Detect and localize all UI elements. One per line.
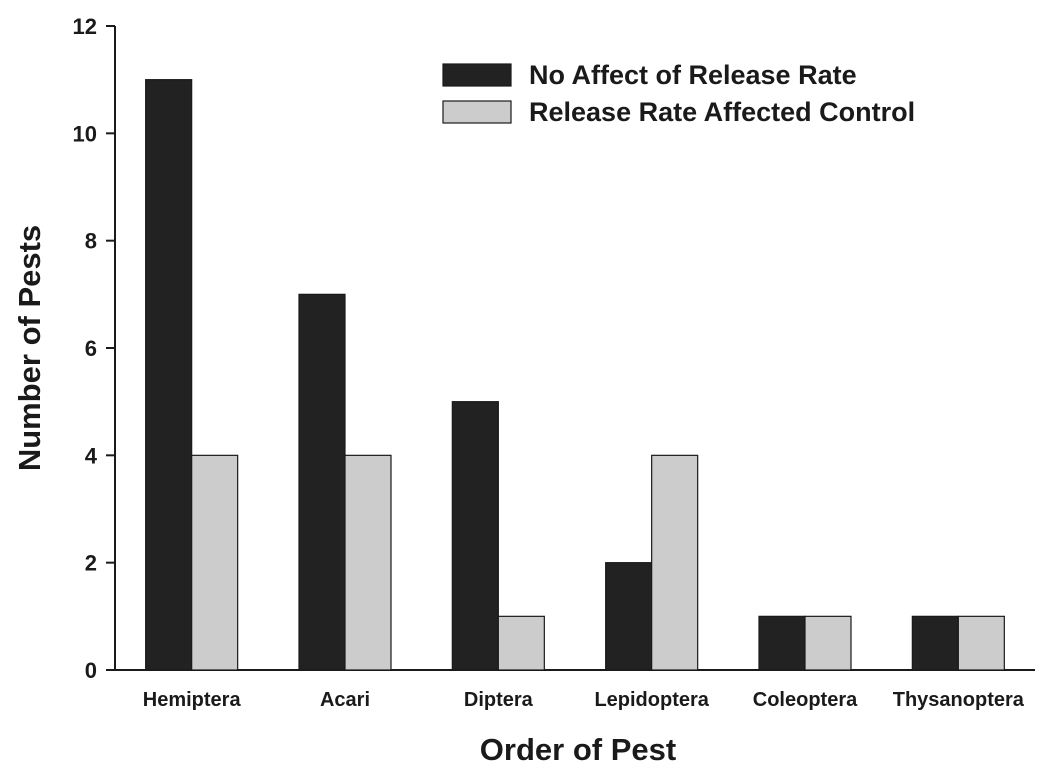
x-tick-label: Lepidoptera — [594, 689, 709, 711]
bar-diptera-series-1 — [451, 401, 499, 671]
y-axis-title: Number of Pests — [12, 225, 47, 471]
y-tick-label: 4 — [85, 443, 98, 468]
x-tick-label: Thysanoptera — [893, 689, 1025, 711]
bar-hemiptera-series-2 — [191, 454, 239, 671]
x-tick-label: Acari — [320, 689, 370, 711]
bar-diptera-series-2 — [497, 615, 545, 671]
bar-hemiptera-series-1 — [145, 79, 193, 671]
legend: No Affect of Release Rate Release Rate Af… — [442, 60, 915, 127]
legend-swatch-1 — [442, 63, 512, 87]
axes: 0 2 4 6 8 10 12 Hemiptera Acari Diptera Lepidopter… — [73, 14, 1035, 711]
bars — [145, 79, 1005, 671]
y-tick-label: 12 — [73, 14, 97, 39]
legend-label-1: No Affect of Release Rate — [529, 60, 857, 90]
x-axis-title: Order of Pest — [480, 732, 676, 764]
bar-lepidoptera-series-1 — [605, 562, 653, 671]
bar-coleoptera-series-2 — [804, 615, 852, 671]
bar-acari-series-2 — [344, 454, 392, 671]
bar-lepidoptera-series-2 — [651, 454, 699, 671]
x-tick-label: Hemiptera — [143, 689, 242, 711]
x-tick-label: Coleoptera — [753, 689, 858, 711]
axis-labels: Order of Pest Number of Pests — [12, 225, 676, 767]
x-tick-label: Diptera — [464, 689, 534, 711]
y-tick-label: 8 — [85, 229, 97, 254]
legend-swatch-2 — [442, 100, 512, 124]
y-tick-label: 0 — [85, 658, 97, 683]
y-tick-label: 10 — [73, 121, 97, 146]
bar-coleoptera-series-1 — [758, 615, 806, 671]
bar-thysanoptera-series-2 — [957, 615, 1005, 671]
y-tick-label: 2 — [85, 551, 97, 576]
bar-thysanoptera-series-1 — [911, 615, 959, 671]
legend-label-2: Release Rate Affected Control — [529, 97, 915, 127]
bar-acari-series-1 — [298, 293, 346, 671]
y-tick-label: 6 — [85, 336, 97, 361]
